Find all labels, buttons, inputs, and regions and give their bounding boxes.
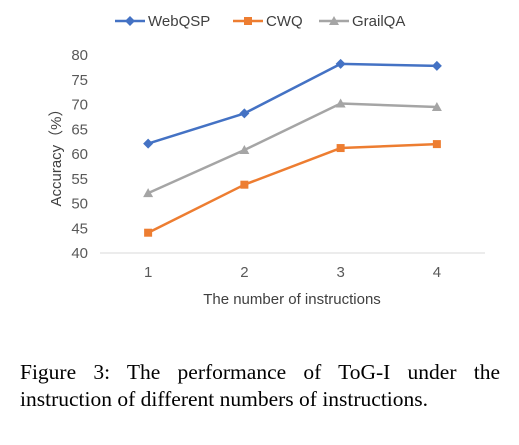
y-tick-label: 60 xyxy=(71,146,88,163)
legend: WebQSP CWQ GrailQA xyxy=(115,13,405,30)
y-tick-label: 45 xyxy=(71,220,88,237)
series-webqsp xyxy=(143,58,442,149)
legend-marker-webqsp xyxy=(125,16,135,26)
y-tick-label: 65 xyxy=(71,121,88,138)
line-chart: WebQSP CWQ GrailQA 40 45 50 55 60 65 70 75 80 1 2 3 4… xyxy=(48,13,485,308)
y-tick-label: 80 xyxy=(71,47,88,64)
data-point-cwq xyxy=(432,140,441,149)
x-axis-label: The number of instructions xyxy=(203,291,381,308)
data-point-cwq xyxy=(336,144,345,153)
legend-item-grailqa: GrailQA xyxy=(319,13,405,30)
legend-item-webqsp: WebQSP xyxy=(115,13,210,30)
figure-caption: Figure 3: The performance of ToG-I under… xyxy=(20,360,500,411)
series-grailqa xyxy=(143,98,442,198)
data-point-grailqa xyxy=(143,188,154,198)
y-tick-label: 55 xyxy=(71,171,88,188)
series-line-cwq xyxy=(147,142,437,234)
legend-item-cwq: CWQ xyxy=(233,13,303,30)
data-point-grailqa xyxy=(335,98,346,108)
plot-area xyxy=(100,58,485,254)
legend-marker-cwq xyxy=(244,17,252,25)
data-point-grailqa xyxy=(431,101,442,111)
data-point-cwq xyxy=(144,228,153,237)
legend-label-webqsp: WebQSP xyxy=(148,13,210,30)
x-tick-label: 2 xyxy=(240,264,248,281)
data-point-webqsp xyxy=(431,60,442,71)
x-tick-label: 1 xyxy=(144,264,152,281)
x-axis-ticks: 1 2 3 4 xyxy=(144,264,441,281)
y-tick-label: 50 xyxy=(71,196,88,213)
data-point-webqsp xyxy=(143,138,154,149)
y-tick-label: 40 xyxy=(71,245,88,262)
series-cwq xyxy=(144,140,441,237)
y-tick-label: 70 xyxy=(71,97,88,114)
series-line-grailqa xyxy=(147,102,437,195)
data-point-cwq xyxy=(240,180,249,189)
data-point-grailqa xyxy=(239,145,250,155)
legend-marker-grailqa xyxy=(329,16,339,25)
data-point-webqsp xyxy=(335,58,346,69)
legend-label-grailqa: GrailQA xyxy=(352,13,405,30)
y-axis-label: Accuracy（%） xyxy=(48,101,65,206)
data-point-webqsp xyxy=(239,108,250,119)
x-tick-label: 4 xyxy=(433,264,441,281)
series-line-webqsp xyxy=(147,62,437,145)
legend-label-cwq: CWQ xyxy=(266,13,303,30)
y-tick-label: 75 xyxy=(71,72,88,89)
y-axis-ticks: 40 45 50 55 60 65 70 75 80 xyxy=(71,47,88,262)
x-tick-label: 3 xyxy=(336,264,344,281)
